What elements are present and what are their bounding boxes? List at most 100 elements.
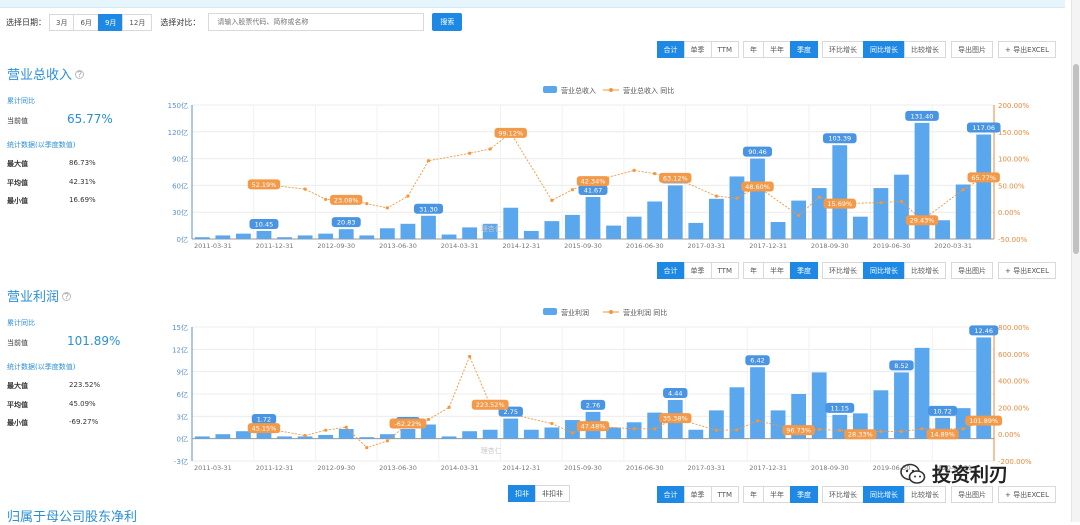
period-option-1[interactable]: 半年 [762,40,791,58]
yoy-point[interactable] [365,446,369,450]
yoy-point[interactable] [468,354,472,359]
export-excel-button[interactable]: + 导出EXCEL [997,485,1056,503]
bar[interactable] [318,233,334,239]
bar[interactable] [544,427,560,439]
yoy-point[interactable] [468,151,472,155]
bar[interactable] [421,215,436,239]
bar[interactable] [585,197,601,239]
yoy-point[interactable] [570,431,575,435]
calc-mode-option-2[interactable]: TTM [710,485,739,503]
yoy-point[interactable] [755,419,760,423]
bar[interactable] [359,235,375,239]
yoy-point[interactable] [920,427,924,431]
bar[interactable] [852,216,868,239]
growth-mode-option-2[interactable]: 比较增长 [903,40,946,58]
bar[interactable] [503,207,519,239]
period-option-2[interactable]: 季度 [789,485,818,503]
growth-mode-option-0[interactable]: 环比增长 [821,261,864,279]
bar[interactable] [873,390,889,439]
bar[interactable] [441,234,457,239]
bar[interactable] [750,367,765,439]
bar[interactable] [379,434,395,439]
compare-search-input[interactable] [208,13,425,31]
bar[interactable] [523,429,539,439]
bar[interactable] [523,230,539,239]
bar[interactable] [914,122,930,239]
bar[interactable] [318,434,334,439]
bar[interactable] [503,418,519,439]
bar[interactable] [688,429,704,439]
help-icon[interactable]: ? [62,292,72,301]
yoy-point[interactable] [324,197,328,201]
bar[interactable] [791,200,807,239]
bar[interactable] [359,437,375,439]
bar[interactable] [565,214,580,239]
bar[interactable] [647,201,663,239]
yoy-point[interactable] [714,428,718,432]
yoy-point[interactable] [406,194,410,198]
bar[interactable] [297,235,313,239]
date-option-1[interactable]: 6月 [73,13,99,31]
bar[interactable] [379,228,395,239]
bar[interactable] [215,235,231,239]
bar[interactable] [441,436,457,439]
bar[interactable] [667,185,683,239]
date-option-3[interactable]: 12月 [122,13,153,31]
yoy-point[interactable] [426,159,431,163]
export-image-button[interactable]: 导出图片 [950,261,993,279]
net-profit-tab-1[interactable]: 非扣非 [535,485,570,502]
chart-legend[interactable]: 营业总收入 营业总收入 同比 [543,86,674,95]
calc-mode-option-0[interactable]: 合计 [656,40,685,58]
growth-mode-option-0[interactable]: 环比增长 [821,40,864,58]
yoy-point[interactable] [879,429,883,434]
yoy-point[interactable] [817,195,821,199]
bar[interactable] [729,387,745,439]
bar[interactable] [338,229,354,239]
export-image-button[interactable]: 导出图片 [950,40,993,58]
yoy-point[interactable] [303,187,307,191]
bar[interactable] [236,233,251,239]
yoy-point[interactable] [303,433,307,438]
calc-mode-option-1[interactable]: 单季 [683,261,712,279]
yoy-point[interactable] [879,200,883,205]
bar[interactable] [482,429,498,439]
bar[interactable] [626,422,642,439]
bar[interactable] [277,436,292,439]
bar[interactable] [894,174,909,239]
period-option-1[interactable]: 半年 [762,485,791,503]
bar[interactable] [544,221,560,239]
calc-mode-option-1[interactable]: 单季 [683,40,712,58]
bar[interactable] [462,227,478,239]
yoy-point[interactable] [961,427,965,431]
bar[interactable] [955,184,971,239]
yoy-point[interactable] [961,188,965,192]
growth-mode-option-1[interactable]: 同比增长 [862,485,905,503]
bar[interactable] [770,410,786,439]
calc-mode-option-2[interactable]: TTM [710,261,739,279]
bar[interactable] [606,427,621,439]
bar[interactable] [338,428,354,439]
bar[interactable] [708,410,724,439]
bar[interactable] [565,420,580,439]
bar[interactable] [708,198,724,239]
bar[interactable] [462,431,478,439]
yoy-point[interactable] [632,427,636,431]
bar[interactable] [626,216,642,239]
bar[interactable] [215,434,231,439]
period-option-0[interactable]: 年 [742,40,764,58]
bar[interactable] [935,220,950,239]
period-option-0[interactable]: 年 [742,485,764,503]
bar[interactable] [647,412,663,439]
calc-mode-option-0[interactable]: 合计 [656,485,685,503]
bar[interactable] [976,134,992,239]
bar[interactable] [688,222,704,239]
bar[interactable] [400,428,416,439]
bar[interactable] [914,347,930,439]
growth-mode-option-1[interactable]: 同比增长 [862,40,905,58]
bar[interactable] [606,225,621,239]
bar[interactable] [277,237,292,239]
export-image-button[interactable]: 导出图片 [950,485,993,503]
yoy-point[interactable] [550,198,554,203]
growth-mode-option-2[interactable]: 比较增长 [903,261,946,279]
help-icon[interactable]: ? [75,70,85,79]
